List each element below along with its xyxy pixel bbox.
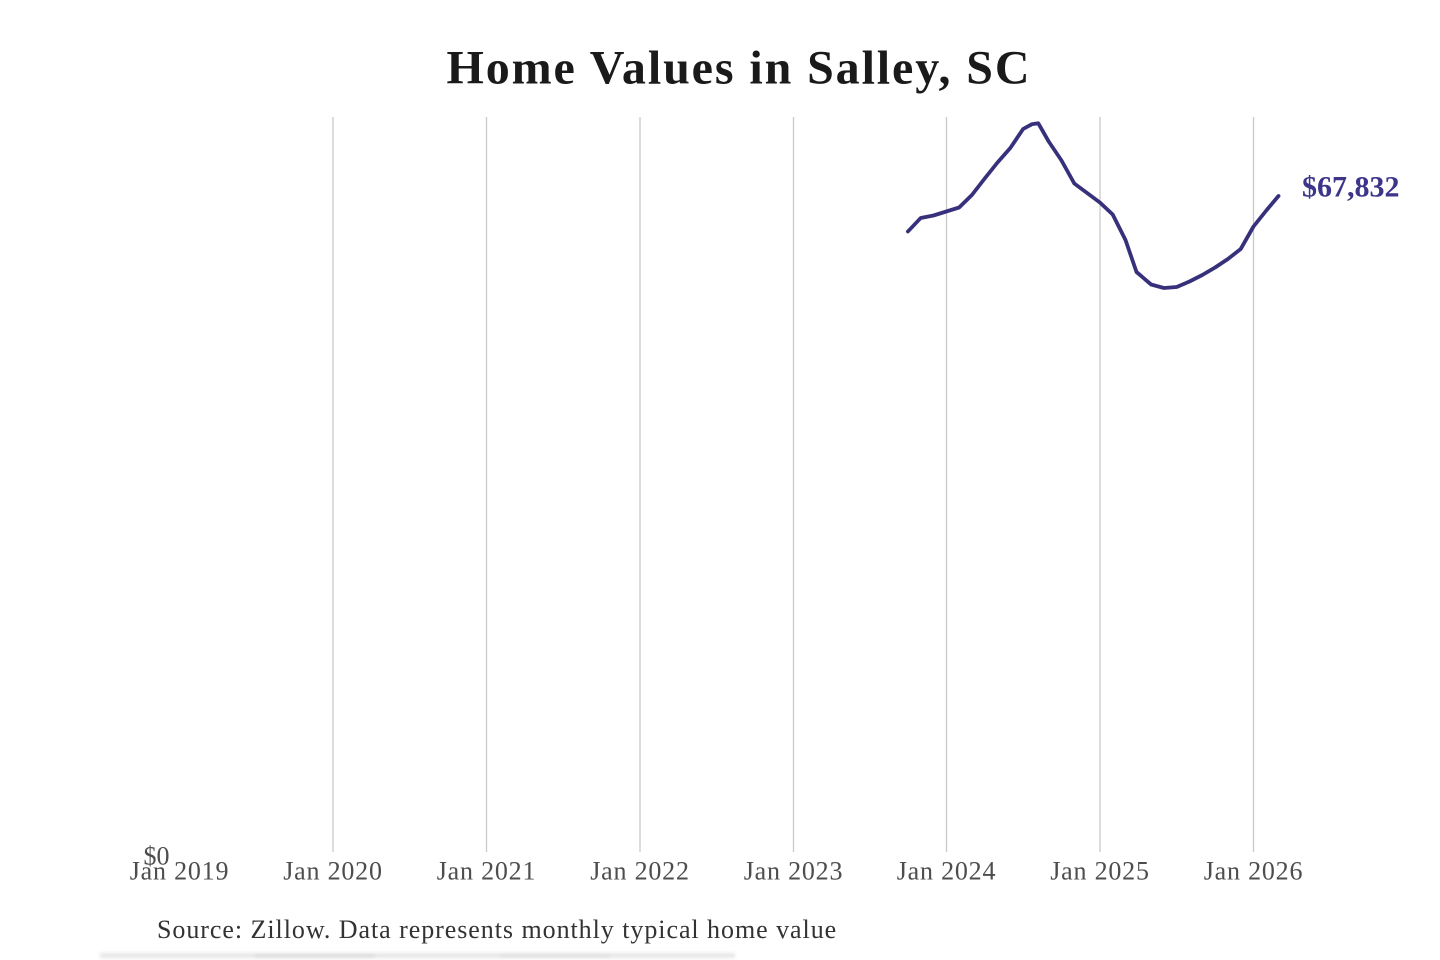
svg-text:Jan 2026: Jan 2026 [1204, 857, 1304, 886]
svg-text:Jan 2020: Jan 2020 [283, 857, 383, 886]
svg-text:$67,832: $67,832 [1302, 171, 1400, 204]
svg-text:Jan 2024: Jan 2024 [897, 857, 997, 886]
svg-text:Source: Zillow. Data represent: Source: Zillow. Data represents monthly … [157, 915, 837, 944]
svg-text:$0: $0 [144, 842, 170, 871]
svg-text:Jan 2023: Jan 2023 [744, 857, 844, 886]
svg-text:Jan 2022: Jan 2022 [590, 857, 690, 886]
svg-text:Jan 2019: Jan 2019 [130, 857, 230, 886]
svg-text:Home Values in Salley, SC: Home Values in Salley, SC [447, 42, 1032, 95]
svg-text:Jan 2025: Jan 2025 [1050, 857, 1150, 886]
svg-text:Jan 2021: Jan 2021 [437, 857, 537, 886]
